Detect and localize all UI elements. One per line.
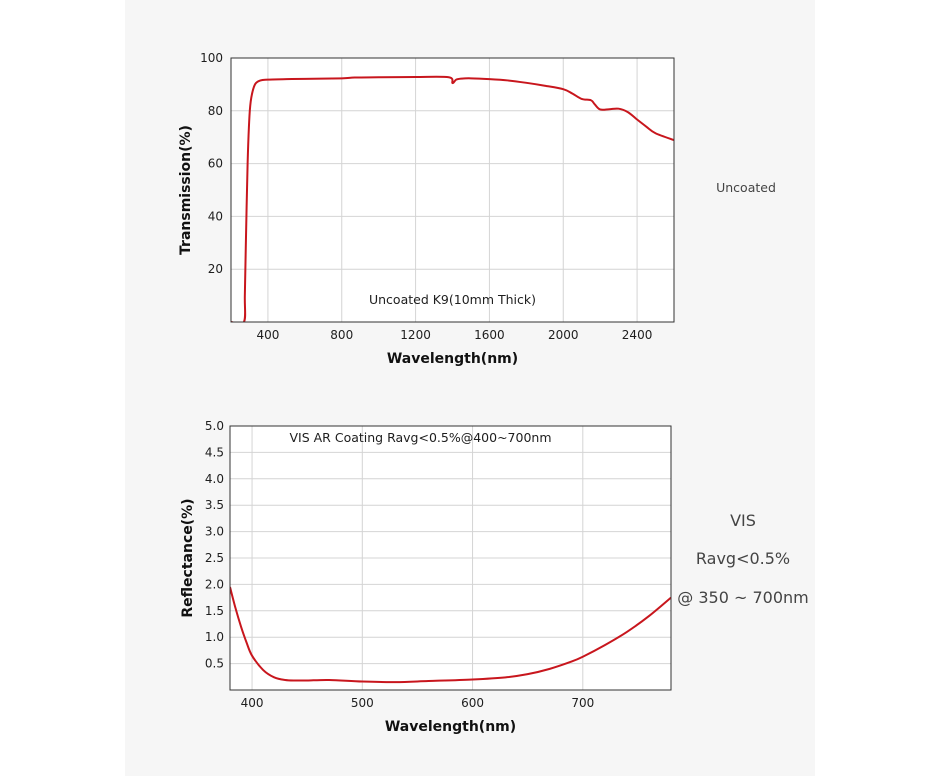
side-label-uncoated: Uncoated xyxy=(716,180,776,195)
x-tick-label: 400 xyxy=(241,696,264,710)
y-tick-label: 5.0 xyxy=(205,419,224,433)
y-tick-label: 100 xyxy=(200,51,223,65)
y-tick-label: 4.0 xyxy=(205,472,224,486)
transmission-x-ticks: 400 800 1200 1600 2000 2400 xyxy=(256,328,652,342)
x-tick-label: 2000 xyxy=(548,328,579,342)
y-tick-label: 1.5 xyxy=(205,604,224,618)
reflectance-x-axis-title: Wavelength(nm) xyxy=(385,719,516,735)
transmission-y-ticks: 20 40 60 80 100 xyxy=(200,51,223,276)
reflectance-plot-frame xyxy=(229,425,672,691)
y-tick-label: 20 xyxy=(208,262,223,276)
reflectance-curve xyxy=(230,586,671,684)
reflectance-x-ticks: 400 500 600 700 xyxy=(241,696,595,710)
y-tick-label: 4.5 xyxy=(205,445,224,459)
y-tick-label: 60 xyxy=(208,157,223,171)
x-tick-label: 600 xyxy=(461,696,484,710)
x-tick-label: 500 xyxy=(351,696,374,710)
reflectance-y-axis-title: Reflectance(%) xyxy=(180,498,196,617)
transmission-plot-area xyxy=(231,58,674,322)
x-tick-label: 400 xyxy=(256,328,279,342)
y-tick-label: 80 xyxy=(208,104,223,118)
reflectance-y-ticks: 0.5 1.0 1.5 2.0 2.5 3.0 3.5 4.0 4.5 5.0 xyxy=(205,419,224,671)
x-tick-label: 700 xyxy=(571,696,594,710)
x-tick-label: 1600 xyxy=(474,328,505,342)
y-tick-label: 3.0 xyxy=(205,525,224,539)
y-tick-label: 3.5 xyxy=(205,498,224,512)
y-tick-label: 0.5 xyxy=(205,657,224,671)
x-tick-label: 1200 xyxy=(400,328,431,342)
y-tick-label: 1.0 xyxy=(205,630,224,644)
reflectance-chart: 400 500 600 700 0.5 1.0 1.5 2.0 2.5 3.0 3.5 4.0 4.5… xyxy=(180,419,672,735)
transmission-chart-title: Uncoated K9(10mm Thick) xyxy=(369,292,536,307)
y-tick-label: 2.5 xyxy=(205,551,224,565)
side-label-vis: VIS xyxy=(730,511,756,530)
transmission-x-axis-title: Wavelength(nm) xyxy=(387,351,518,367)
transmission-curve xyxy=(231,75,674,322)
transmission-y-axis-title: Transmission(%) xyxy=(178,125,194,255)
side-label-range: @ 350 ~ 700nm xyxy=(677,588,808,607)
x-tick-label: 800 xyxy=(330,328,353,342)
y-tick-label: 40 xyxy=(208,209,223,223)
side-label-ravg: Ravg<0.5% xyxy=(696,549,790,568)
x-tick-label: 2400 xyxy=(622,328,653,342)
reflectance-chart-title: VIS AR Coating Ravg<0.5%@400~700nm xyxy=(289,430,551,445)
y-tick-label: 2.0 xyxy=(205,577,224,591)
transmission-plot-frame xyxy=(230,57,675,323)
transmission-chart: 400 800 1200 1600 2000 2400 20 40 60 80 100 Uncoa… xyxy=(178,51,675,367)
